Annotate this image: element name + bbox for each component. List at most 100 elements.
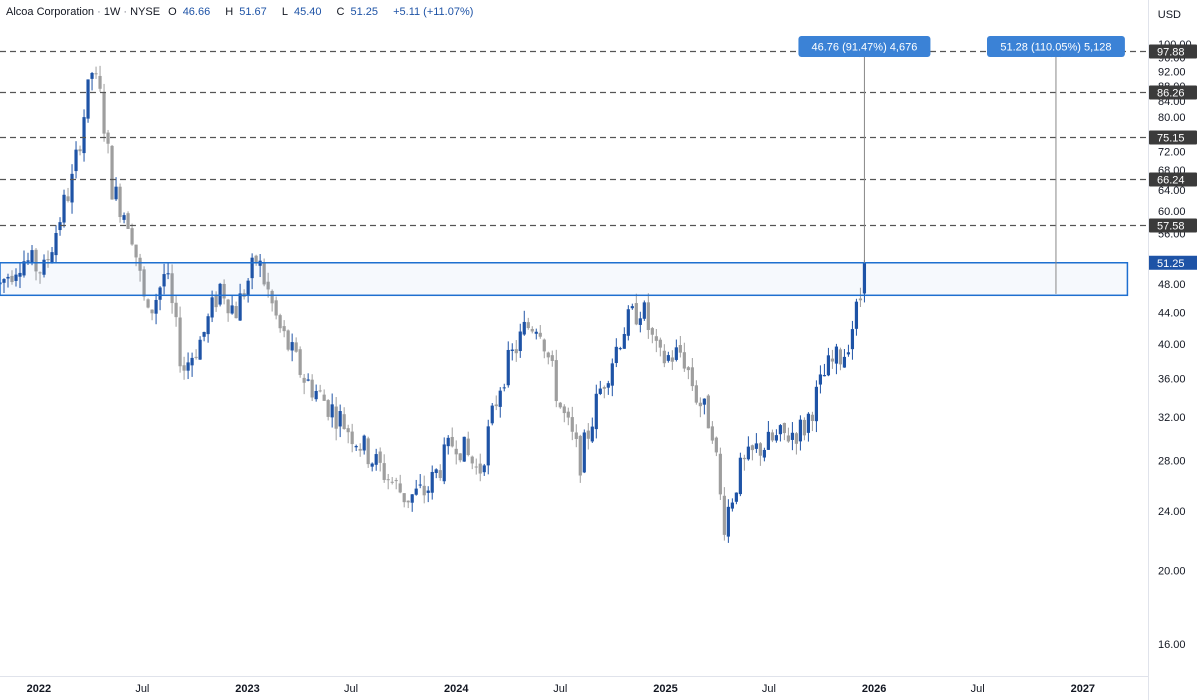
level-price-tag (1149, 85, 1197, 100)
candle-body (390, 481, 394, 483)
candle-body (350, 431, 354, 445)
candle-body (198, 339, 202, 360)
candle-body (206, 316, 210, 335)
candle-body (638, 318, 642, 325)
candle-body (606, 383, 610, 388)
candle-body (678, 345, 682, 353)
candle-body (290, 342, 294, 351)
symbol-title[interactable]: Alcoa Corporation · 1W · NYSE (6, 6, 161, 18)
currency-label[interactable]: USD (1157, 9, 1181, 21)
change-readout: +5.11 (+11.07%) (393, 6, 474, 18)
candle-body (506, 349, 510, 386)
candle-body (578, 435, 582, 476)
candle-body (598, 388, 602, 394)
chart-header: Alcoa Corporation · 1W · NYSE O 46.66 H 51… (6, 6, 479, 18)
candle-body (282, 326, 286, 332)
candle-body (274, 300, 278, 316)
candle-body (342, 414, 346, 430)
candle-body (722, 495, 726, 535)
candle-body (798, 419, 802, 442)
candle-body (322, 394, 326, 401)
candle-body (802, 419, 807, 436)
candle-body (114, 186, 118, 200)
candle-body (298, 349, 302, 375)
candle-body (222, 283, 226, 299)
candle-body (754, 443, 758, 449)
x-tick-label: Jul (971, 683, 985, 695)
candle-body (698, 402, 702, 407)
level-price-text: 66.24 (1157, 175, 1185, 187)
candle-body (794, 433, 798, 444)
level-price-text: 97.88 (1157, 47, 1185, 59)
candle-body (402, 493, 406, 503)
candle-body (574, 432, 578, 440)
y-tick-label: 28.00 (1158, 456, 1186, 468)
x-tick-label: 2025 (653, 683, 677, 695)
candle-body (742, 457, 746, 460)
candle-body (738, 457, 742, 495)
candle-body (486, 426, 490, 466)
candle-body (710, 426, 714, 441)
candle-body (618, 348, 622, 350)
candle-body (138, 257, 142, 271)
candle-body (134, 244, 138, 258)
candle-body (814, 386, 819, 422)
candle-body (690, 367, 694, 387)
candle-body (262, 262, 266, 285)
candle-body (238, 293, 242, 321)
candle-body (110, 145, 114, 200)
candles (0, 65, 867, 543)
candle-body (22, 261, 26, 276)
y-tick-label: 48.00 (1158, 279, 1186, 291)
candle-body (430, 471, 434, 493)
candle-body (394, 480, 398, 482)
candle-body (842, 356, 847, 368)
last-price-tag (1149, 255, 1197, 270)
candle-body (774, 435, 778, 441)
candle-body (422, 485, 426, 496)
candle-body (470, 456, 474, 464)
candle-body (182, 365, 186, 371)
candle-body (614, 346, 618, 364)
candle-body (246, 280, 250, 296)
candle-body (550, 355, 554, 361)
candle-body (590, 426, 594, 442)
measure-2-label: 51.28 (110.05%) 5,128 (1000, 42, 1111, 54)
y-tick-label: 32.00 (1158, 412, 1186, 424)
candle-body (658, 339, 662, 348)
candle-body (286, 330, 290, 350)
candle-body (378, 451, 382, 463)
level-price-text: 86.26 (1157, 88, 1185, 100)
candle-body (50, 252, 54, 263)
x-tick-label: Jul (553, 683, 567, 695)
candle-body (334, 406, 338, 429)
candle-body (450, 436, 454, 447)
candle-body (518, 331, 522, 352)
candle-body (414, 488, 418, 495)
candle-body (442, 444, 446, 482)
candle-body (410, 494, 414, 503)
y-tick-label: 40.00 (1158, 339, 1186, 351)
candle-body (630, 306, 634, 309)
candle-body (462, 436, 466, 462)
candle-body (662, 350, 666, 364)
candle-body (478, 463, 482, 474)
candle-body (510, 349, 514, 351)
candle-body (666, 355, 670, 361)
measure-2-label-box (987, 36, 1125, 57)
candle-body (494, 404, 498, 407)
x-tick-label: 2027 (1071, 683, 1095, 695)
candle-body (78, 149, 82, 152)
candle-body (130, 228, 134, 245)
candle-body (862, 262, 867, 294)
y-tick-label: 80.00 (1158, 112, 1186, 124)
candle-body (778, 425, 782, 435)
candle-body (170, 273, 174, 304)
candle-body (834, 346, 839, 364)
y-tick-label: 44.00 (1158, 308, 1186, 320)
x-tick-label: Jul (344, 683, 358, 695)
candle-body (790, 432, 794, 440)
candle-body (850, 329, 855, 350)
candle-body (0, 282, 2, 285)
